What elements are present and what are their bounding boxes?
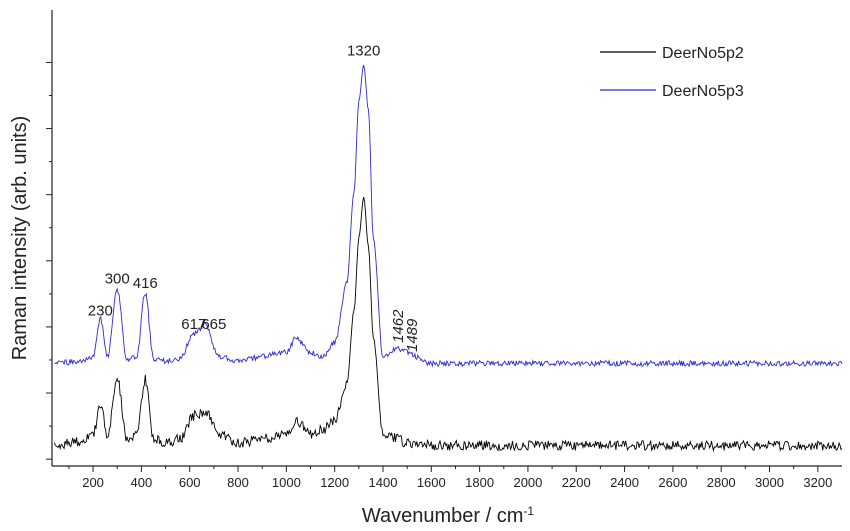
x-tick-label: 2400: [610, 475, 639, 490]
x-tick-label: 2200: [562, 475, 591, 490]
x-tick-label: 1600: [417, 475, 446, 490]
legend: DeerNo5p2 DeerNo5p3: [600, 45, 744, 100]
legend-label: DeerNo5p2: [662, 45, 744, 62]
x-tick-label: 800: [227, 475, 249, 490]
peak-label: 1489: [404, 318, 421, 352]
peak-label: 617: [181, 316, 206, 333]
x-tick-label: 400: [131, 475, 153, 490]
peak-label: 416: [133, 275, 158, 292]
x-tick-label: 2000: [513, 475, 542, 490]
x-tick-label: 3200: [803, 475, 832, 490]
plot-frame: [51, 10, 842, 467]
peak-label: 1462: [390, 309, 407, 343]
x-axis-title: Wavenumber / cm-1: [362, 504, 535, 527]
x-tick-label: 3000: [755, 475, 784, 490]
x-tick-label: 1400: [369, 475, 398, 490]
x-tick-label: 2800: [707, 475, 736, 490]
y-axis: [46, 61, 52, 460]
peak-label: 300: [105, 271, 130, 288]
x-tick-label: 2600: [658, 475, 687, 490]
x-tick-label: 1000: [272, 475, 301, 490]
y-axis-title: Raman intensity (arb. units): [9, 116, 31, 361]
x-tick-label: 200: [82, 475, 104, 490]
peak-label: 1320: [347, 43, 380, 60]
x-tick-label: 600: [179, 475, 201, 490]
peak-label: 230: [88, 303, 113, 320]
peak-label: 665: [201, 316, 226, 333]
legend-label: DeerNo5p3: [662, 83, 744, 100]
series-line-DeerNo5p3: [54, 64, 843, 368]
x-tick-label: 1800: [465, 475, 494, 490]
x-axis-title-superscript: -1: [523, 504, 534, 518]
x-axis: 200 400 600 800 1000 1200 1400 1600 1800 2000 2200…: [68, 466, 832, 490]
series-line-DeerNo5p2: [53, 197, 843, 453]
x-tick-label: 1200: [320, 475, 349, 490]
series-lines: [53, 64, 843, 453]
